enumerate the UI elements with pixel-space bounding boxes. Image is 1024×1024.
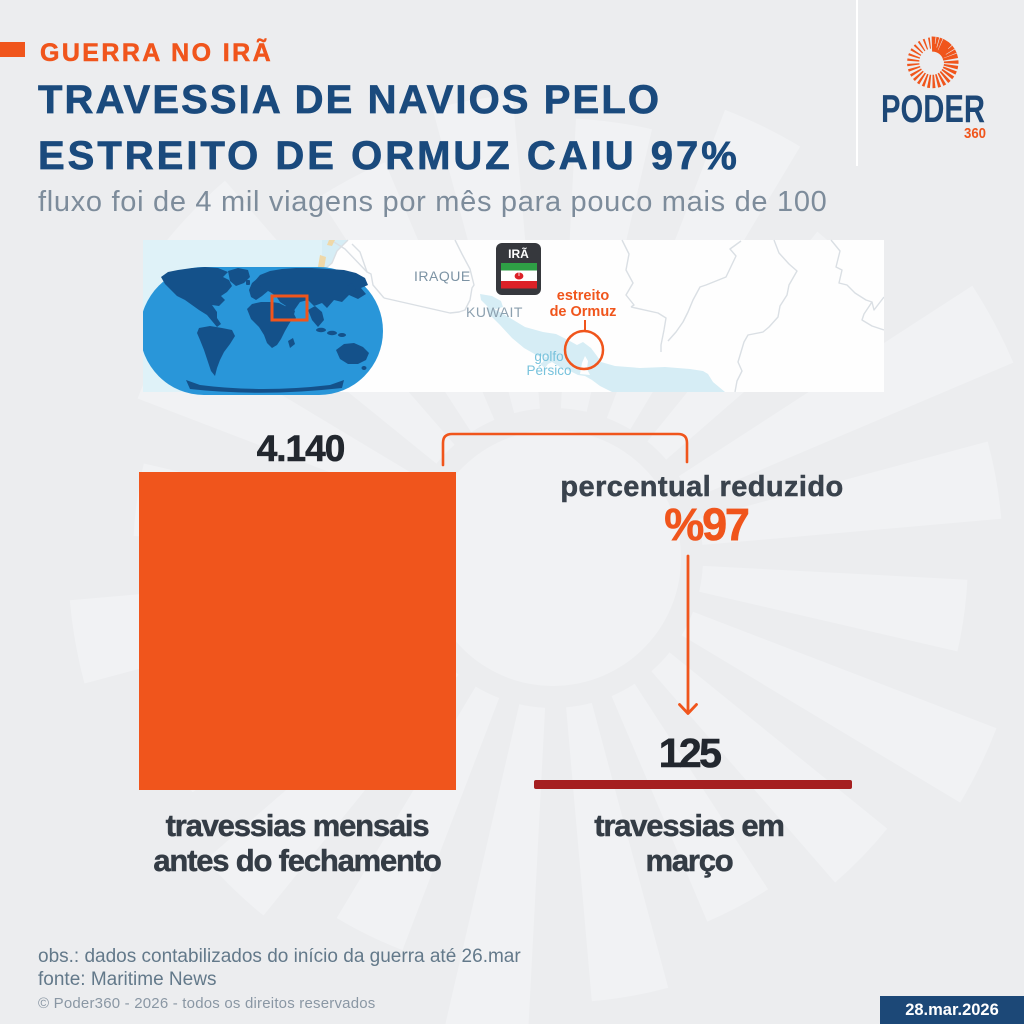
svg-text:KUWAIT: KUWAIT xyxy=(466,304,523,320)
svg-text:Pérsico: Pérsico xyxy=(526,363,571,378)
svg-text:golfo: golfo xyxy=(534,349,563,364)
svg-text:IRÃ: IRÃ xyxy=(508,246,529,261)
svg-text:IRAQUE: IRAQUE xyxy=(414,268,471,284)
svg-text:estreito: estreito xyxy=(557,288,610,304)
svg-text:360: 360 xyxy=(964,125,986,142)
svg-text:de Ormuz: de Ormuz xyxy=(550,304,617,320)
svg-text:PODER: PODER xyxy=(881,88,985,131)
